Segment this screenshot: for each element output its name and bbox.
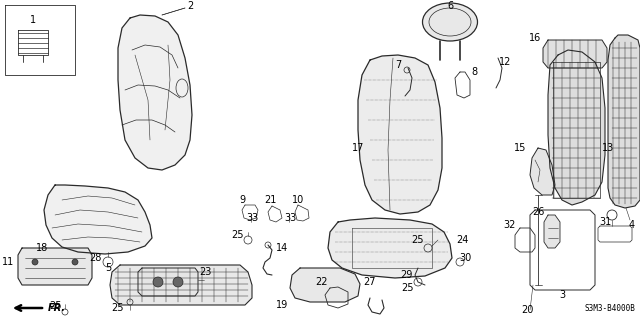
- Text: 21: 21: [264, 195, 276, 205]
- Text: 24: 24: [456, 235, 468, 245]
- Text: 25: 25: [412, 235, 424, 245]
- Polygon shape: [118, 15, 192, 170]
- Polygon shape: [328, 218, 452, 278]
- Text: 33: 33: [284, 213, 296, 223]
- Text: 18: 18: [36, 243, 48, 253]
- Text: 30: 30: [459, 253, 471, 263]
- Text: 27: 27: [364, 277, 376, 287]
- Text: 19: 19: [276, 300, 288, 310]
- Text: 26: 26: [532, 207, 544, 217]
- Text: 3: 3: [559, 290, 565, 300]
- Text: FR.: FR.: [48, 303, 66, 313]
- Text: 25: 25: [49, 301, 61, 311]
- Circle shape: [173, 277, 183, 287]
- Text: 31: 31: [599, 217, 611, 227]
- Text: 13: 13: [602, 143, 614, 153]
- Circle shape: [153, 277, 163, 287]
- Text: 1: 1: [30, 15, 36, 25]
- Text: 29: 29: [400, 270, 412, 280]
- Polygon shape: [138, 268, 198, 296]
- Text: 32: 32: [504, 220, 516, 230]
- Text: 4: 4: [629, 220, 635, 230]
- Text: 11: 11: [2, 257, 14, 267]
- Text: 8: 8: [471, 67, 477, 77]
- Polygon shape: [543, 40, 607, 68]
- Polygon shape: [18, 248, 92, 285]
- Text: 17: 17: [352, 143, 364, 153]
- Text: 23: 23: [199, 267, 211, 277]
- Text: 5: 5: [105, 263, 111, 273]
- Text: 20: 20: [521, 305, 533, 315]
- Polygon shape: [548, 50, 605, 205]
- Text: 14: 14: [276, 243, 288, 253]
- Ellipse shape: [422, 3, 477, 41]
- Text: 10: 10: [292, 195, 304, 205]
- Polygon shape: [544, 215, 560, 248]
- Text: 28: 28: [89, 253, 101, 263]
- Polygon shape: [44, 185, 152, 254]
- Text: 16: 16: [529, 33, 541, 43]
- Polygon shape: [290, 268, 360, 302]
- Text: 9: 9: [239, 195, 245, 205]
- Text: 12: 12: [499, 57, 511, 67]
- Text: 15: 15: [514, 143, 526, 153]
- Text: S3M3-B4000B: S3M3-B4000B: [584, 304, 635, 313]
- Text: 33: 33: [246, 213, 258, 223]
- Text: 7: 7: [395, 60, 401, 70]
- Text: 6: 6: [447, 1, 453, 11]
- Text: 25: 25: [231, 230, 243, 240]
- Text: 2: 2: [187, 1, 193, 11]
- Circle shape: [32, 259, 38, 265]
- Text: 22: 22: [316, 277, 328, 287]
- Polygon shape: [110, 265, 252, 305]
- Polygon shape: [530, 148, 555, 195]
- Text: 25: 25: [402, 283, 414, 293]
- Polygon shape: [608, 35, 640, 208]
- Polygon shape: [358, 55, 442, 214]
- Text: 25: 25: [112, 303, 124, 313]
- Circle shape: [72, 259, 78, 265]
